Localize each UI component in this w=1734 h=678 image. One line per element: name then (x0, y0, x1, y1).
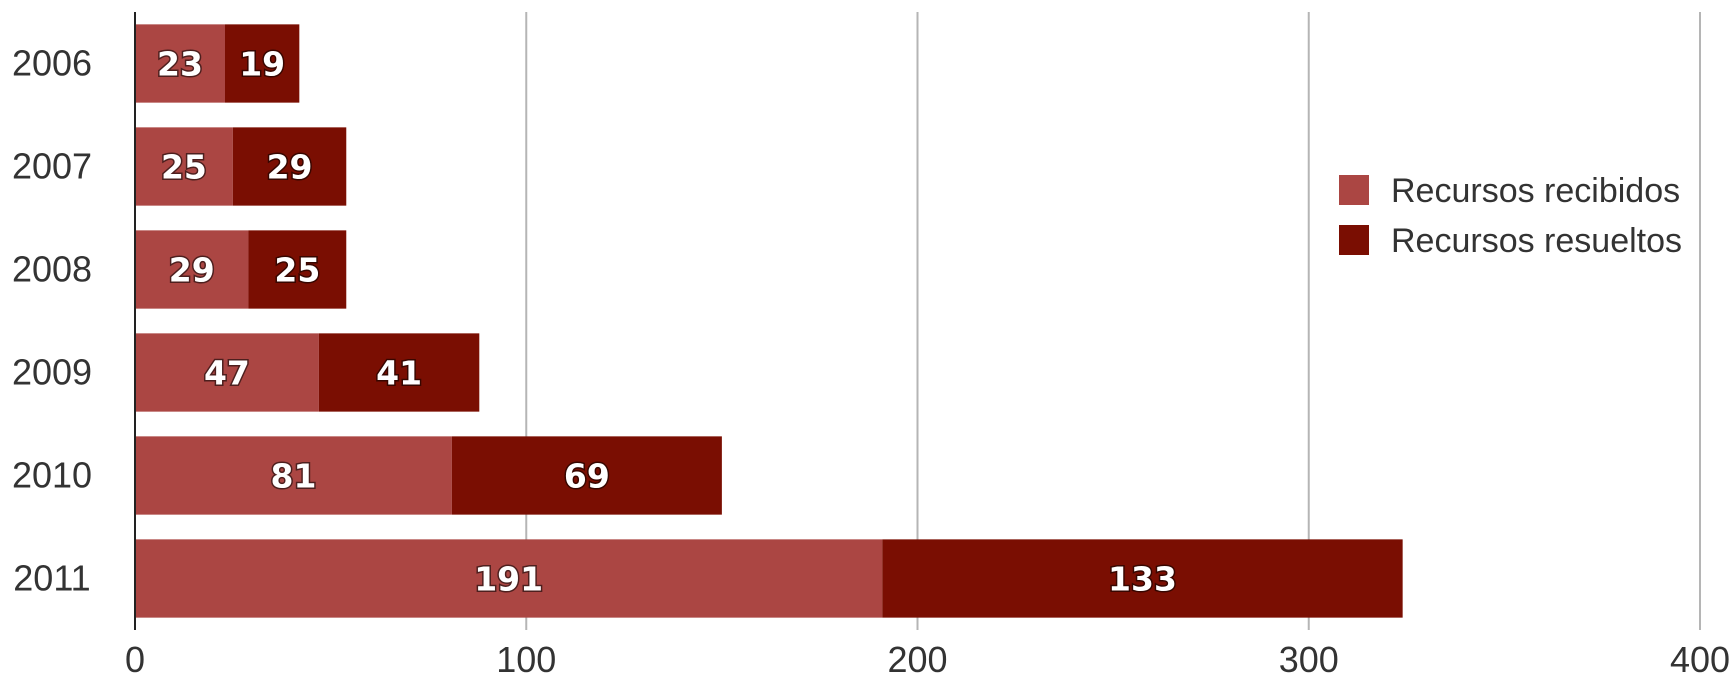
x-tick-label: 400 (1670, 639, 1730, 678)
data-labels: 23 19 25 29 29 25 47 41 81 69 191 133 (156, 43, 1179, 600)
bar-segment (135, 230, 249, 309)
data-label: 41 (376, 354, 422, 393)
category-label: 2009 (12, 352, 92, 393)
data-label: 133 (1108, 560, 1177, 599)
x-tick-label: 300 (1279, 639, 1339, 678)
bar-segment (135, 539, 883, 618)
x-tick-label: 100 (496, 639, 556, 678)
data-label: 69 (564, 457, 610, 496)
bar-segment (248, 230, 347, 309)
x-tick-labels: 0 100 200 300 400 (125, 639, 1730, 678)
category-labels: 2006 2007 2008 2009 2010 2011 (12, 43, 92, 599)
data-label: 47 (204, 354, 250, 393)
legend-swatch (1339, 225, 1369, 255)
data-label: 19 (239, 45, 285, 84)
category-label: 2006 (12, 43, 92, 84)
gridlines (525, 12, 1701, 630)
bars (135, 24, 1403, 618)
bar-segment (451, 436, 722, 515)
bar-segment (882, 539, 1403, 618)
data-label: 25 (274, 251, 320, 290)
category-label: 2008 (12, 249, 92, 290)
legend-label: Recursos recibidos (1391, 172, 1680, 210)
data-label: 25 (161, 148, 207, 187)
bar-segment (232, 127, 347, 206)
legend: Recursos recibidos Recursos resueltos (1339, 172, 1682, 260)
data-label: 23 (157, 45, 203, 84)
data-label: 81 (270, 457, 316, 496)
x-tick-label: 200 (887, 639, 947, 678)
bar-segment (318, 333, 480, 412)
data-label: 29 (267, 148, 313, 187)
category-label: 2010 (12, 455, 92, 496)
data-label: 29 (169, 251, 215, 290)
category-label: 2007 (12, 146, 92, 187)
x-tick-label: 0 (125, 639, 145, 678)
bar-segment (135, 24, 225, 103)
data-label: 191 (474, 560, 543, 599)
bar-segment (135, 127, 233, 206)
bar-segment (135, 333, 319, 412)
legend-swatch (1339, 175, 1369, 205)
category-label: 2011 (13, 558, 90, 599)
legend-label: Recursos resueltos (1391, 222, 1682, 260)
bar-segment (135, 436, 452, 515)
bar-segment (224, 24, 300, 103)
